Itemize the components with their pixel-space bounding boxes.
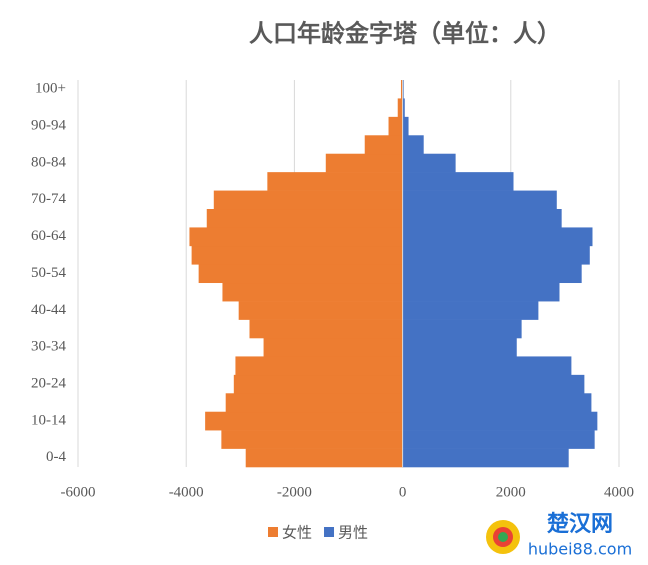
watermark-logo (498, 532, 508, 542)
legend-label: 女性 (282, 524, 312, 542)
x-tick-label: -6000 (61, 484, 96, 500)
legend-swatch (324, 527, 335, 537)
bar (245, 448, 403, 468)
bar (397, 98, 403, 118)
y-tick-label: 90-94 (31, 118, 66, 134)
y-tick-label: 100+ (35, 81, 66, 97)
bar (402, 448, 569, 468)
bar (238, 301, 403, 320)
legend-swatch (268, 527, 278, 537)
bar (402, 98, 405, 118)
y-tick-label: 40-44 (31, 302, 66, 318)
watermark: 楚汉网 hubei88.com (486, 512, 632, 559)
bar (402, 319, 522, 339)
chart-title: 人口年龄金字塔（单位：人） (249, 20, 561, 48)
bar (402, 227, 593, 247)
bar (205, 411, 403, 431)
bar (198, 264, 403, 284)
bar (402, 411, 598, 431)
bar (402, 338, 517, 357)
y-tick-label: 80-84 (31, 154, 66, 170)
y-tick-label: 50-54 (31, 265, 66, 281)
bar (249, 319, 403, 339)
bar (206, 209, 403, 228)
bar (213, 190, 403, 210)
y-tick-label: 20-24 (31, 376, 66, 392)
bar (402, 135, 424, 155)
y-tick-label: 10-14 (31, 412, 66, 428)
x-tick-label: -4000 (169, 484, 204, 500)
y-tick-label: 70-74 (31, 191, 66, 207)
bar (263, 338, 403, 357)
bar (402, 116, 409, 136)
bar (388, 116, 403, 136)
bar (402, 153, 456, 173)
x-tick-label: 2000 (496, 484, 526, 500)
bar (235, 356, 403, 376)
bar (402, 209, 562, 228)
bar (191, 245, 403, 265)
legend-label: 男性 (338, 524, 368, 542)
y-tick-label: 60-64 (31, 228, 66, 244)
bar (402, 374, 585, 394)
bar (189, 227, 403, 247)
bar (267, 172, 403, 191)
bar (225, 393, 403, 413)
watermark-url: hubei88.com (528, 540, 632, 559)
x-tick-label: 4000 (604, 484, 634, 500)
x-tick-label: 0 (399, 484, 407, 500)
bar (402, 172, 514, 191)
bar (402, 356, 572, 376)
bar (402, 190, 557, 210)
y-tick-label: 0-4 (46, 449, 66, 465)
bar (222, 282, 403, 302)
bar (402, 282, 560, 302)
bar (325, 153, 403, 173)
bar (364, 135, 403, 155)
bar (402, 430, 595, 449)
bar (402, 301, 539, 320)
bar (402, 393, 592, 413)
bar (400, 80, 403, 99)
bar (402, 245, 590, 265)
bar (402, 264, 582, 284)
bar (402, 80, 404, 99)
bar (233, 374, 403, 394)
bar (221, 430, 403, 449)
watermark-name: 楚汉网 (547, 512, 613, 537)
y-tick-label: 30-34 (31, 339, 66, 355)
x-tick-label: -2000 (277, 484, 312, 500)
